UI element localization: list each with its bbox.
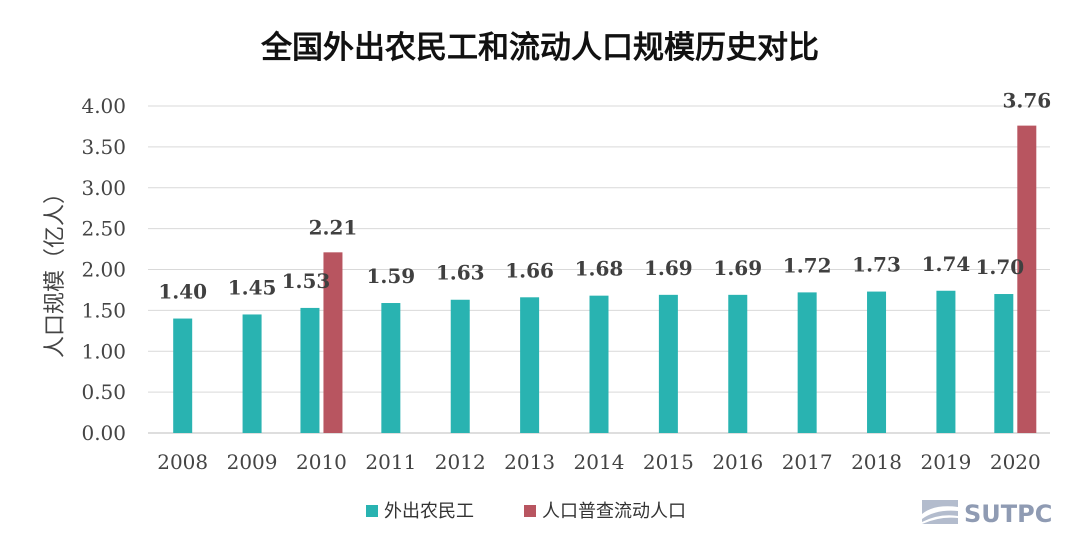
- y-tick-label: 1.00: [81, 339, 126, 363]
- data-label-migrant-workers: 1.45: [228, 275, 277, 299]
- x-tick-label: 2020: [990, 450, 1041, 474]
- data-label-migrant-workers: 1.53: [282, 269, 331, 293]
- y-tick-labels: 0.00 0.50 1.00 1.50 2.00 2.50 3.00 3.50 4.00: [81, 94, 126, 445]
- data-label-migrant-workers: 1.72: [783, 253, 832, 277]
- bar-migrant-workers: [728, 294, 748, 433]
- data-label-migrant-workers: 1.70: [975, 255, 1024, 279]
- x-tick-label: 2013: [504, 450, 555, 474]
- bar-migrant-workers: [381, 303, 401, 433]
- bar-migrant-workers: [658, 294, 678, 433]
- y-tick-label: 1.50: [81, 298, 126, 322]
- bar-migrant-workers: [173, 318, 193, 433]
- y-tick-label: 2.50: [81, 217, 126, 241]
- x-tick-label: 2008: [157, 450, 208, 474]
- x-tick-label: 2017: [782, 450, 833, 474]
- bar-migrant-workers: [242, 314, 262, 433]
- x-tick-label: 2009: [227, 450, 278, 474]
- gridlines: [148, 105, 1050, 434]
- bar-migrant-workers: [994, 294, 1014, 433]
- brand-text: SUTPC: [964, 500, 1052, 528]
- y-tick-label: 2.00: [81, 258, 126, 282]
- data-label-migrant-workers: 1.69: [644, 256, 693, 280]
- bar-migrant-workers: [300, 307, 320, 433]
- x-tick-label: 2011: [365, 450, 416, 474]
- bar-migrant-workers: [450, 299, 470, 433]
- x-tick-label: 2018: [851, 450, 902, 474]
- data-labels: 1.40 1.45 1.53 1.59 1.63 1.66 1.68 1.69 1.69 1.72…: [158, 89, 1051, 304]
- y-tick-label: 3.00: [81, 176, 126, 200]
- sutpc-logo-icon: [922, 500, 958, 524]
- data-label-migrant-workers: 1.68: [575, 257, 624, 281]
- brand-watermark: SUTPC: [922, 500, 1052, 528]
- data-label-migrant-workers: 1.74: [922, 252, 971, 276]
- legend: 外出农民工 人口普查流动人口: [366, 501, 686, 522]
- bar-migrant-workers: [797, 292, 817, 433]
- bar-census-floating: [323, 252, 343, 433]
- data-label-migrant-workers: 1.66: [505, 258, 554, 282]
- data-label-migrant-workers: 1.73: [852, 253, 901, 277]
- y-tick-label: 0.50: [81, 380, 126, 404]
- bar-migrant-workers: [589, 295, 609, 433]
- data-label-migrant-workers: 1.63: [436, 261, 485, 285]
- data-label-migrant-workers: 1.59: [366, 264, 415, 288]
- x-tick-label: 2014: [574, 450, 625, 474]
- legend-swatch-migrant-workers: [366, 505, 378, 517]
- chart-title: 全国外出农民工和流动人口规模历史对比: [260, 30, 819, 66]
- x-tick-labels: 2008 2009 2010 2011 2012 2013 2014 2015 2016 2017…: [157, 450, 1041, 474]
- x-tick-label: 2012: [435, 450, 486, 474]
- bars: [173, 125, 1037, 434]
- y-tick-label: 4.00: [81, 94, 126, 118]
- bar-migrant-workers: [867, 291, 887, 433]
- y-tick-label: 0.00: [81, 421, 126, 445]
- legend-label-migrant-workers: 外出农民工: [384, 501, 474, 522]
- y-axis-label: 人口规模（亿人）: [43, 182, 68, 358]
- data-label-census-floating: 2.21: [309, 215, 358, 239]
- bar-census-floating: [1017, 125, 1037, 434]
- x-tick-label: 2016: [712, 450, 763, 474]
- data-label-census-floating: 3.76: [1002, 89, 1051, 113]
- data-label-migrant-workers: 1.40: [158, 280, 207, 304]
- bar-migrant-workers: [520, 297, 540, 433]
- x-tick-label: 2010: [296, 450, 347, 474]
- bar-migrant-workers: [936, 290, 956, 433]
- y-tick-label: 3.50: [81, 135, 126, 159]
- legend-swatch-census-floating: [524, 505, 536, 517]
- data-label-migrant-workers: 1.69: [713, 256, 762, 280]
- x-tick-label: 2019: [920, 450, 971, 474]
- legend-label-census-floating: 人口普查流动人口: [542, 501, 686, 522]
- x-tick-label: 2015: [643, 450, 694, 474]
